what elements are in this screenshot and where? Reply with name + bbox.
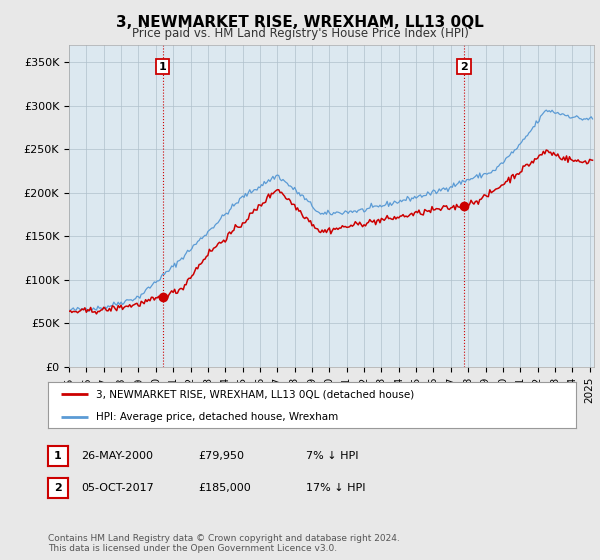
Text: Contains HM Land Registry data © Crown copyright and database right 2024.
This d: Contains HM Land Registry data © Crown c… (48, 534, 400, 553)
Text: 05-OCT-2017: 05-OCT-2017 (81, 483, 154, 493)
Text: 1: 1 (159, 62, 167, 72)
Text: £185,000: £185,000 (198, 483, 251, 493)
Text: 3, NEWMARKET RISE, WREXHAM, LL13 0QL (detached house): 3, NEWMARKET RISE, WREXHAM, LL13 0QL (de… (95, 389, 414, 399)
Text: 2: 2 (460, 62, 468, 72)
Text: 2: 2 (54, 483, 62, 493)
Text: HPI: Average price, detached house, Wrexham: HPI: Average price, detached house, Wrex… (95, 412, 338, 422)
Text: 1: 1 (54, 451, 62, 461)
Text: 17% ↓ HPI: 17% ↓ HPI (306, 483, 365, 493)
Text: 26-MAY-2000: 26-MAY-2000 (81, 451, 153, 461)
Text: £79,950: £79,950 (198, 451, 244, 461)
Text: 3, NEWMARKET RISE, WREXHAM, LL13 0QL: 3, NEWMARKET RISE, WREXHAM, LL13 0QL (116, 15, 484, 30)
Text: Price paid vs. HM Land Registry's House Price Index (HPI): Price paid vs. HM Land Registry's House … (131, 27, 469, 40)
Text: 7% ↓ HPI: 7% ↓ HPI (306, 451, 359, 461)
